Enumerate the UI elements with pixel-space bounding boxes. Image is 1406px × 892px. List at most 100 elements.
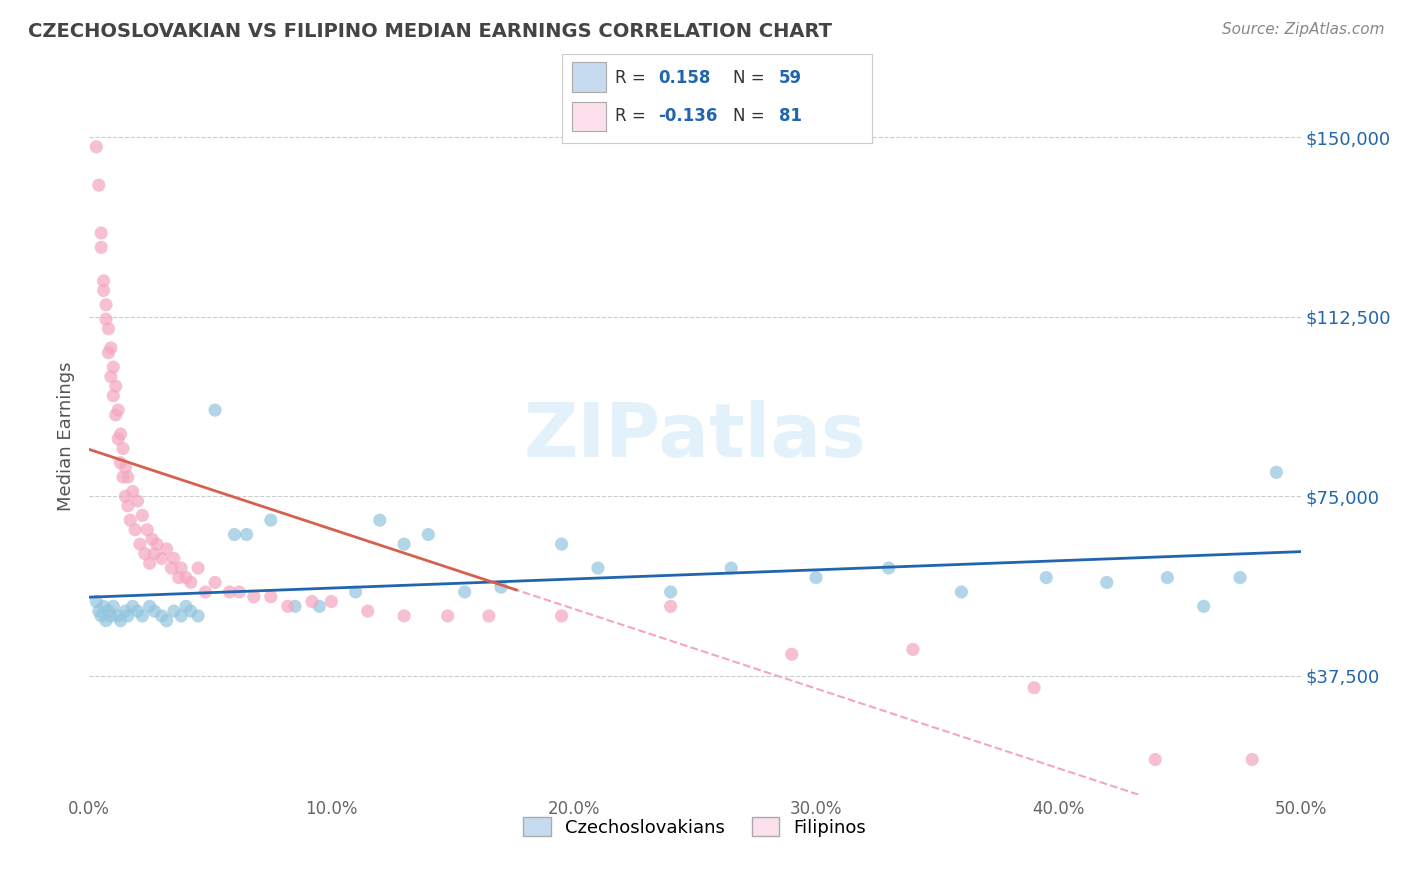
Text: N =: N = [733,69,769,87]
Point [163,551,186,566]
Point [720,561,742,575]
Point [127,604,149,618]
Point [659,599,682,614]
Text: 0.158: 0.158 [658,69,710,87]
Point [418,527,440,541]
FancyBboxPatch shape [572,62,606,92]
Point [134,547,156,561]
Point [170,561,193,575]
Point [392,608,415,623]
Point [86,140,108,154]
Point [659,585,682,599]
Point [160,561,183,575]
Point [1095,575,1118,590]
Point [127,494,149,508]
Point [277,599,299,614]
Point [780,647,803,661]
Point [93,274,115,288]
Point [150,608,173,623]
Point [1022,681,1045,695]
Point [100,608,122,623]
Point [1192,599,1215,614]
Point [87,604,110,618]
Point [103,389,125,403]
Point [107,608,129,623]
Point [218,585,240,599]
Point [87,178,110,193]
Point [141,533,163,547]
Point [1144,752,1167,766]
Point [107,403,129,417]
Point [104,408,127,422]
Point [103,599,125,614]
Point [110,456,132,470]
Point [260,590,283,604]
Point [138,556,160,570]
Point [344,585,367,599]
Point [187,608,209,623]
FancyBboxPatch shape [572,102,606,131]
Point [194,585,217,599]
Point [260,513,283,527]
Point [550,608,572,623]
Point [111,442,134,456]
Point [93,284,115,298]
Text: R =: R = [614,107,651,125]
Point [104,379,127,393]
Point [321,594,343,608]
Point [117,608,139,623]
Point [136,523,159,537]
Point [107,432,129,446]
Point [243,590,266,604]
Point [100,369,122,384]
Point [94,312,117,326]
Point [131,608,153,623]
Point [392,537,415,551]
Point [478,608,501,623]
Point [368,513,391,527]
Point [901,642,924,657]
Point [586,561,609,575]
Point [155,614,177,628]
Point [143,547,166,561]
Text: N =: N = [733,107,769,125]
Text: ZIPatlas: ZIPatlas [523,400,866,473]
Point [224,527,246,541]
Point [235,527,257,541]
Point [1156,571,1178,585]
Point [950,585,973,599]
Text: Source: ZipAtlas.com: Source: ZipAtlas.com [1222,22,1385,37]
Point [110,614,132,628]
Point [550,537,572,551]
Point [94,298,117,312]
Point [804,571,827,585]
Point [155,541,177,556]
Point [90,226,112,240]
Y-axis label: Median Earnings: Median Earnings [58,361,75,511]
Point [163,604,186,618]
Point [143,604,166,618]
Point [111,470,134,484]
Legend: Czechoslovakians, Filipinos: Czechoslovakians, Filipinos [516,810,873,844]
Point [167,571,190,585]
Point [357,604,380,618]
Point [117,470,139,484]
Point [124,523,146,537]
Point [90,240,112,254]
Text: -0.136: -0.136 [658,107,717,125]
Point [1241,752,1264,766]
Point [114,604,136,618]
Point [94,614,117,628]
Point [97,604,120,618]
Point [436,608,458,623]
Point [170,608,193,623]
Point [121,599,143,614]
Point [138,599,160,614]
Point [1229,571,1251,585]
Point [174,571,197,585]
Point [129,537,152,551]
Point [86,594,108,608]
Point [284,599,307,614]
Point [121,484,143,499]
Point [117,499,139,513]
